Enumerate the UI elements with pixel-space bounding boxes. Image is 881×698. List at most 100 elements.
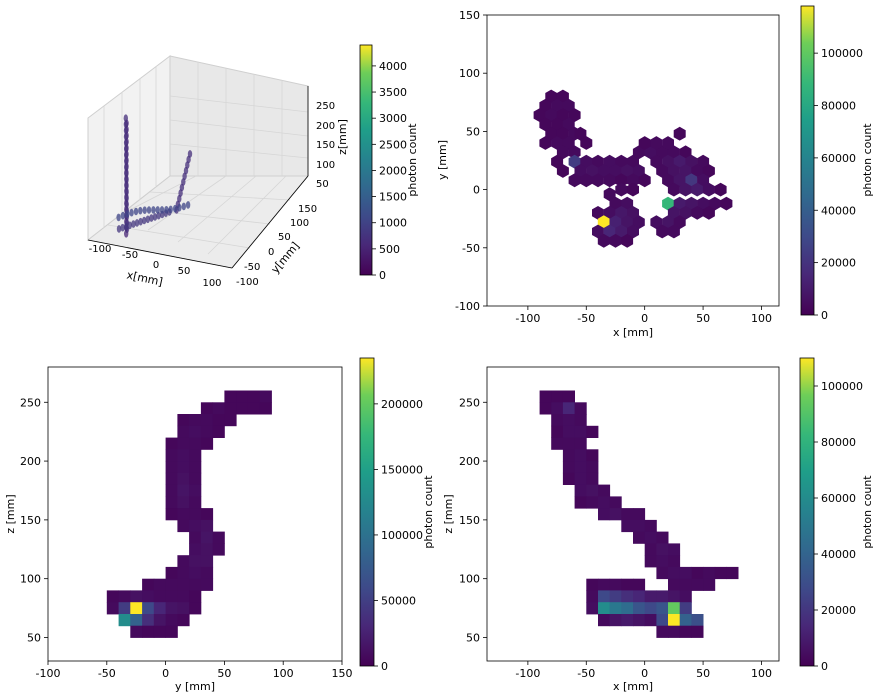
axis-3d-z: 50 100 150 200 250 z[mm] xyxy=(307,86,349,190)
hexbin-cell xyxy=(539,136,552,150)
histogram-cell xyxy=(668,602,681,615)
histogram-cell xyxy=(165,437,178,450)
histogram-cell xyxy=(551,425,564,438)
scatter-point xyxy=(124,176,129,184)
histogram-cell xyxy=(574,461,587,474)
histogram-cell xyxy=(259,390,272,403)
colorbar-xz-label: photon count xyxy=(861,475,874,549)
hexbin-cell xyxy=(656,164,669,178)
hexbin-cell xyxy=(615,206,628,220)
colorbar-tick-label: 1500 xyxy=(379,191,407,204)
histogram-cell xyxy=(586,496,599,509)
hexbin-cell xyxy=(708,196,721,211)
histogram-cell xyxy=(598,614,611,627)
axis-xy-ylabel: y [mm] xyxy=(436,140,449,180)
pane-3d xyxy=(86,54,310,269)
scatter-point xyxy=(125,210,130,218)
histogram-cell xyxy=(679,590,692,603)
scatter-point xyxy=(120,211,126,220)
histogram-cell xyxy=(551,414,564,427)
histogram-cell xyxy=(200,555,214,568)
hexbin-cell xyxy=(539,98,552,113)
histogram-cell xyxy=(165,602,178,615)
histogram-cell xyxy=(153,602,166,615)
hexbin-cell xyxy=(650,215,663,230)
hexbin-cell xyxy=(556,89,569,104)
histogram-cell xyxy=(679,602,692,615)
hexbin-cell xyxy=(673,196,686,211)
hexbin-cell xyxy=(592,224,604,239)
panel-yz: -100 -50 0 50 100 150 50 100 150 200 250 y [mm] z … xyxy=(4,357,435,693)
hexbin-cell xyxy=(673,173,686,188)
histogram-cell xyxy=(200,578,214,591)
hexbin-cell xyxy=(597,233,610,248)
hexbin-cell xyxy=(603,154,616,169)
colorbar-tick-label: 2000 xyxy=(379,164,407,177)
histogram-cell xyxy=(153,578,166,591)
histogram-cell xyxy=(189,578,202,591)
colorbar-3d: 0 500 1000 1500 2000 2500 3000 3500 4000 photon … xyxy=(359,44,419,282)
histogram-cell xyxy=(679,578,692,591)
histogram-cell xyxy=(200,402,214,415)
histogram-cell xyxy=(714,566,727,580)
colorbar-3d-label: photon count xyxy=(406,123,419,197)
tick-3d-z: 100 xyxy=(316,160,335,171)
axes-yz-ticks: -100 -50 0 50 100 150 50 100 150 200 250 xyxy=(20,396,353,680)
colorbar-tick-label: 100000 xyxy=(821,380,863,393)
histogram-cell xyxy=(609,496,622,509)
histogram-cell xyxy=(539,402,552,415)
histogram-cell xyxy=(236,402,249,415)
histogram-cell xyxy=(598,602,611,615)
hexbin-cell xyxy=(697,173,710,188)
scatter-point xyxy=(142,206,147,214)
axis-3d-x: -100 -50 0 50 100 x[mm] xyxy=(87,239,233,289)
hexbin-cell xyxy=(597,215,610,230)
hexbin-cell xyxy=(545,89,558,104)
histogram-cell xyxy=(644,543,657,556)
x-tick-label: -100 xyxy=(515,312,540,325)
hexbin-cell xyxy=(545,108,558,122)
histogram-cell xyxy=(609,578,622,591)
histogram-cell xyxy=(200,519,214,533)
hexbin-cell xyxy=(551,98,564,113)
colorbar-tick-label: 2500 xyxy=(379,138,407,151)
hexbin-cell xyxy=(580,173,593,188)
hexbin-cell xyxy=(662,136,674,150)
histogram-cell xyxy=(177,484,190,497)
histogram-cell xyxy=(574,496,587,509)
tick-3d-x: 0 xyxy=(153,260,159,271)
histogram-cell xyxy=(656,566,669,580)
hexbin-cell xyxy=(539,117,552,132)
hexbin-cell xyxy=(603,206,616,220)
scatter-point xyxy=(172,204,178,213)
hexbin-cell xyxy=(603,224,616,239)
colorbar-tick-label: 3500 xyxy=(379,86,407,99)
histogram-cell xyxy=(189,449,202,462)
histogram-cell xyxy=(656,590,669,603)
histogram-cell xyxy=(562,461,575,474)
x-tick-label: 100 xyxy=(751,312,772,325)
hexbin-cell xyxy=(556,145,569,160)
histogram-cell xyxy=(668,543,681,556)
x-tick-label: 50 xyxy=(696,667,710,680)
panel-xy: -100 -50 0 50 100 -100 -50 0 50 100 150 x [mm] y [… xyxy=(436,5,874,339)
histogram-cell xyxy=(177,578,190,591)
histogram-cell xyxy=(574,414,587,427)
hexbin-cell xyxy=(609,164,622,178)
hexbin-cell xyxy=(627,224,639,239)
hexbin-cell xyxy=(627,154,639,169)
y-tick-label: 200 xyxy=(459,455,480,468)
x-tick-label: 0 xyxy=(162,667,169,680)
histogram-cell xyxy=(165,625,178,638)
hexbin-cell xyxy=(545,126,558,141)
colorbar-xz: 0 20000 40000 60000 80000 100000 photon count xyxy=(799,357,874,673)
hexbin-cell xyxy=(621,215,634,230)
histogram-cell xyxy=(177,425,190,438)
hexbin-cell xyxy=(679,206,692,220)
histogram-cell xyxy=(224,402,237,415)
tick-3d-x: 100 xyxy=(202,278,221,289)
hexbin-cell xyxy=(562,117,575,132)
histogram-cell xyxy=(598,496,611,509)
hexbin-cell xyxy=(638,173,651,188)
panel-xz: -100 -50 0 50 100 50 100 150 200 250 x [mm] z [mm… xyxy=(442,357,874,693)
